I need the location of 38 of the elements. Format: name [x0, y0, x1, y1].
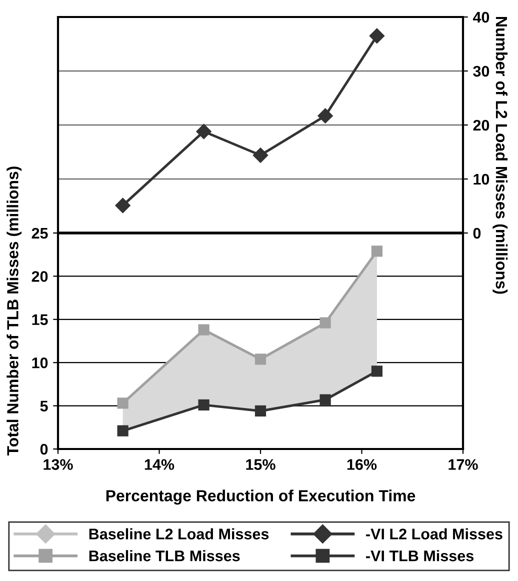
y2-axis-title: Number of L2 Load Misses (millions) [492, 16, 508, 294]
x-tick-label: 17% [448, 459, 478, 470]
y-tick-label: 25 [32, 228, 48, 239]
x-tick-label: 16% [347, 459, 377, 470]
point [115, 198, 130, 214]
x-axis-title: Percentage Reduction of Execution Time [106, 490, 416, 505]
point [254, 405, 266, 417]
y2-tick-label: 20 [473, 120, 490, 131]
legend-label: Baseline TLB Misses [89, 550, 240, 562]
y2-tick-label: 10 [474, 174, 490, 185]
point [198, 399, 210, 410]
point [196, 124, 212, 140]
point [371, 246, 382, 257]
point [117, 425, 128, 436]
y-tick-label: 10 [32, 357, 48, 368]
point [369, 28, 385, 44]
x-tick-label: 13% [44, 459, 73, 470]
legend-label: -VI TLB Misses [366, 550, 474, 562]
legend-label: -VI L2 Load Misses [366, 528, 502, 540]
point [318, 108, 333, 124]
x-tick-label: 15% [246, 459, 276, 470]
y-tick-label: 0 [40, 444, 48, 455]
point [198, 324, 210, 336]
point [254, 354, 266, 365]
y-tick-label: 20 [32, 271, 48, 282]
legend-label: Baseline L2 Load Misses [89, 528, 269, 540]
y2-tick-label: 40 [472, 12, 490, 23]
point [371, 366, 382, 377]
point [320, 394, 331, 406]
y2-tick-label: 0 [473, 228, 481, 239]
point [252, 148, 268, 163]
x-tick-label: 14% [144, 459, 174, 470]
point [117, 398, 128, 409]
y-axis-title: Total Number of TLB Misses (millions) [6, 166, 22, 456]
y-tick-label: 15 [32, 314, 48, 326]
y2-tick-label: 30 [473, 66, 490, 77]
y-tick-label: 5 [40, 400, 48, 412]
point [320, 317, 331, 328]
